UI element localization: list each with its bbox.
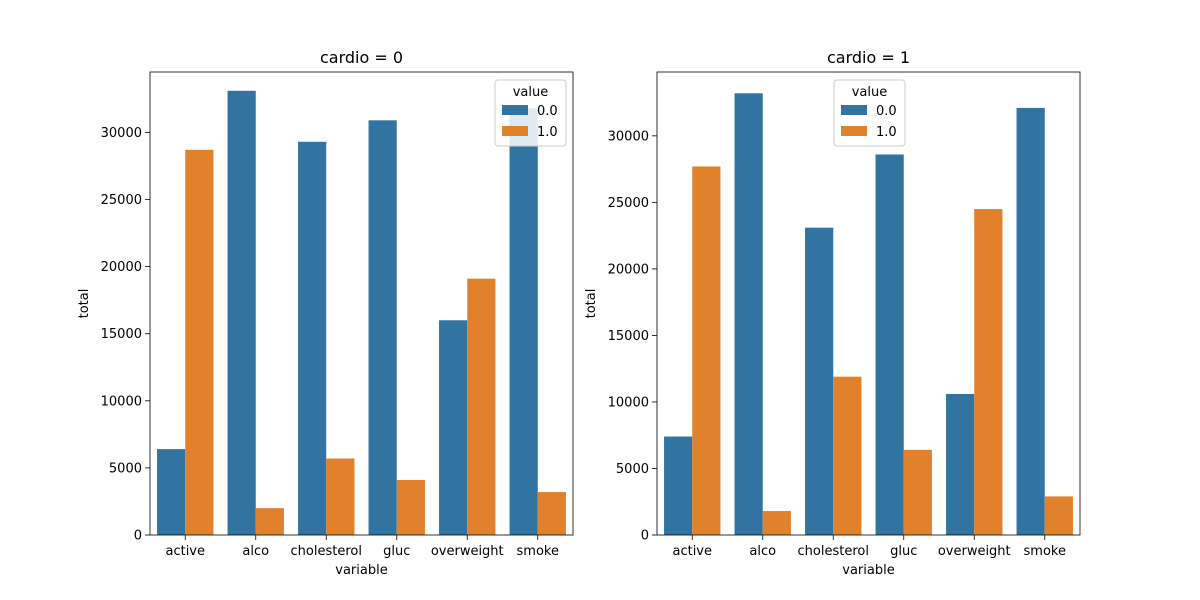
chart-1-legend-label-1.0: 1.0 [876,125,897,140]
chart-0-ytick-label: 10000 [101,394,142,409]
chart-1-xtick-label: alco [749,544,776,559]
chart-0-xtick-label: overweight [431,544,504,559]
chart-1-xtick-label: overweight [938,544,1011,559]
chart-0-xtick-label: smoke [517,544,559,559]
chart-0-ytick-label: 5000 [109,461,142,476]
chart-1-legend-swatch-0.0 [841,105,867,115]
chart-0-bar-gluc-1.0 [396,479,425,535]
chart-0-xtick-label: cholesterol [291,544,362,559]
chart-0-bar-cholesterol-1.0 [326,458,355,535]
chart-1: 0 5000 10000 15000 20000 25000 30000 active alco… [584,48,1081,578]
chart-0-xtick-label: alco [242,544,269,559]
chart-1-ytick-label: 30000 [608,129,649,144]
chart-0-ytick-label: 25000 [101,193,142,208]
chart-0-bar-smoke-1.0 [537,492,566,535]
chart-1-xlabel: variable [842,563,894,578]
chart-1-ytick-label: 5000 [616,462,649,477]
chart-0-xtick-label: active [165,544,205,559]
chart-0-bar-overweight-0.0 [439,320,468,535]
chart-0-ytick-label: 20000 [101,260,142,275]
chart-1-bar-cholesterol-1.0 [833,376,862,535]
chart-0-xlabel: variable [335,563,387,578]
chart-0-title: cardio = 0 [320,48,403,67]
chart-0-ylabel: total [77,289,92,319]
chart-0-bar-overweight-1.0 [467,278,496,535]
chart-0-ytick-label: 15000 [101,327,142,342]
chart-0-bar-cholesterol-0.0 [298,141,327,535]
chart-0-bar-gluc-0.0 [368,120,397,535]
chart-1-bar-cholesterol-0.0 [805,227,834,535]
chart-1-bar-active-1.0 [692,166,721,535]
chart-0-axes-frame [149,71,574,536]
chart-1-bar-smoke-1.0 [1044,496,1073,535]
chart-1-ytick-label: 0 [641,529,649,544]
chart-1-bar-overweight-0.0 [946,393,975,535]
chart-1-title: cardio = 1 [827,48,910,67]
chart-0: 0 5000 10000 15000 20000 25000 30000 active alco… [77,48,574,578]
chart-0-bar-alco-0.0 [227,90,256,536]
chart-1-bar-gluc-1.0 [903,449,932,535]
chart-1-ylabel: total [584,289,599,319]
chart-1-legend-title: value [852,85,888,100]
chart-0-bar-active-1.0 [185,149,214,535]
chart-1-legend-label-0.0: 0.0 [876,104,897,119]
chart-1-xtick-label: active [672,544,712,559]
chart-1-ytick-label: 20000 [608,262,649,277]
chart-0-legend-title: value [513,85,549,100]
chart-1-ytick-label: 10000 [608,395,649,410]
chart-1-legend: value 0.0 1.0 [833,79,906,147]
chart-1-xtick-label: gluc [890,544,917,559]
chart-1-bar-active-0.0 [664,436,693,535]
chart-0-legend-swatch-1.0 [502,126,528,136]
chart-0-ytick-label: 0 [134,529,142,544]
chart-1-ytick-label: 25000 [608,196,649,211]
chart-0-legend: value 0.0 1.0 [494,79,567,147]
chart-0-legend-label-0.0: 0.0 [537,104,558,119]
chart-0-bar-smoke-0.0 [509,108,538,536]
chart-1-legend-swatch-1.0 [841,126,867,136]
chart-1-bar-smoke-0.0 [1016,107,1045,535]
chart-1-ytick-label: 15000 [608,329,649,344]
chart-0-legend-swatch-0.0 [502,105,528,115]
chart-1-bar-gluc-0.0 [875,154,904,535]
chart-1-bar-alco-0.0 [734,93,763,535]
chart-1-axes-frame [656,71,1081,536]
chart-1-xtick-label: cholesterol [798,544,869,559]
chart-0-ytick-label: 30000 [101,126,142,141]
chart-0-xtick-label: gluc [383,544,410,559]
chart-0-bar-active-0.0 [157,449,186,535]
chart-1-bar-alco-1.0 [762,511,791,535]
chart-0-bar-alco-1.0 [255,508,284,535]
chart-1-bar-overweight-1.0 [974,209,1003,535]
chart-0-legend-label-1.0: 1.0 [537,125,558,140]
chart-1-xtick-label: smoke [1024,544,1066,559]
